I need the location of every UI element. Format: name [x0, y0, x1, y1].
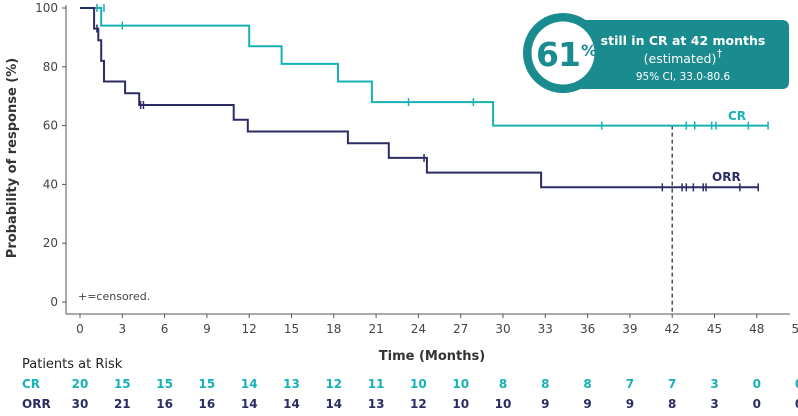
- risk-value-cr: 3: [710, 377, 718, 391]
- risk-value-cr: 7: [626, 377, 634, 391]
- callout: 61 % still in CR at 42 months (estimated…: [523, 13, 789, 93]
- x-tick-label: 9: [203, 322, 211, 336]
- series-layer: [80, 4, 769, 192]
- risk-value-orr: 3: [710, 397, 718, 411]
- callout-value: 61: [536, 35, 580, 74]
- risk-value-cr: 20: [72, 377, 89, 391]
- risk-value-cr: 8: [541, 377, 549, 391]
- risk-value-orr: 10: [452, 397, 469, 411]
- risk-value-orr: 9: [626, 397, 634, 411]
- y-ticks: 0 20 40 60 80 100: [35, 1, 66, 309]
- risk-value-cr: 11: [368, 377, 385, 391]
- x-tick-label: 6: [161, 322, 169, 336]
- risk-value-cr: 8: [583, 377, 591, 391]
- risk-value-cr: 12: [325, 377, 342, 391]
- risk-values: 2015151514131211101088877300302116161414…: [72, 377, 798, 411]
- risk-value-cr: 15: [156, 377, 173, 391]
- callout-percent: %: [581, 41, 597, 60]
- censored-note: +=censored.: [78, 290, 150, 303]
- risk-value-cr: 8: [499, 377, 507, 391]
- risk-value-cr: 10: [452, 377, 469, 391]
- y-tick-label: 100: [35, 1, 58, 15]
- risk-value-orr: 30: [72, 397, 89, 411]
- risk-value-cr: 0: [753, 377, 761, 391]
- x-tick-label: 3: [118, 322, 126, 336]
- risk-value-orr: 14: [241, 397, 258, 411]
- risk-value-orr: 21: [114, 397, 131, 411]
- x-tick-label: 51: [791, 322, 798, 336]
- callout-box: [560, 20, 789, 89]
- y-tick-label: 40: [43, 177, 58, 191]
- x-tick-label: 18: [326, 322, 341, 336]
- series-line-orr: [80, 7, 759, 189]
- risk-value-orr: 16: [199, 397, 216, 411]
- callout-dagger: †: [717, 48, 722, 60]
- callout-line-2: (estimated): [644, 51, 717, 66]
- risk-value-orr: 0: [795, 397, 798, 411]
- x-tick-label: 21: [368, 322, 383, 336]
- x-tick-label: 36: [580, 322, 595, 336]
- risk-value-orr: 14: [325, 397, 342, 411]
- x-tick-label: 42: [665, 322, 680, 336]
- risk-value-orr: 14: [283, 397, 300, 411]
- risk-value-cr: 15: [199, 377, 216, 391]
- x-tick-label: 30: [495, 322, 510, 336]
- risk-row-label-orr: ORR: [22, 397, 51, 411]
- risk-value-cr: 7: [668, 377, 676, 391]
- x-tick-label: 45: [707, 322, 722, 336]
- risk-value-cr: 0: [795, 377, 798, 391]
- callout-ci: 95% CI, 33.0-80.6: [636, 71, 731, 83]
- y-tick-label: 60: [43, 119, 58, 133]
- risk-table: Patients at Risk CR ORR 20 15 15 15 14 13 12 11…: [22, 357, 798, 411]
- y-tick-label: 0: [50, 295, 58, 309]
- x-tick-label: 12: [242, 322, 257, 336]
- x-tick-label: 33: [538, 322, 553, 336]
- risk-table-title: Patients at Risk: [22, 357, 123, 372]
- x-tick-label: 0: [76, 322, 84, 336]
- series-label-cr: CR: [728, 109, 746, 123]
- x-tick-label: 39: [622, 322, 637, 336]
- risk-value-orr: 0: [753, 397, 761, 411]
- risk-value-orr: 16: [156, 397, 173, 411]
- callout-ring-inner: [531, 21, 595, 85]
- series-label-orr: ORR: [712, 170, 741, 184]
- risk-value-cr: 10: [410, 377, 427, 391]
- risk-row-label-cr: CR: [22, 377, 40, 391]
- risk-value-orr: 9: [541, 397, 549, 411]
- x-ticks: 03691215182124273033363942454851: [76, 314, 798, 336]
- risk-value-orr: 10: [495, 397, 512, 411]
- risk-value-cr: 13: [283, 377, 300, 391]
- risk-value-cr: 15: [114, 377, 131, 391]
- risk-value-orr: 8: [668, 397, 676, 411]
- x-tick-label: 48: [749, 322, 764, 336]
- y-tick-label: 20: [43, 236, 58, 250]
- y-tick-label: 80: [43, 60, 58, 74]
- y-axis-title: Probability of response (%): [5, 58, 20, 258]
- x-tick-label: 24: [411, 322, 426, 336]
- x-axis-title: Time (Months): [379, 349, 485, 364]
- risk-value-cr: 14: [241, 377, 258, 391]
- axes: [65, 5, 790, 315]
- risk-value-orr: 9: [583, 397, 591, 411]
- risk-value-orr: 12: [410, 397, 427, 411]
- risk-value-orr: 13: [368, 397, 385, 411]
- callout-line-1: still in CR at 42 months: [601, 33, 766, 48]
- x-tick-label: 27: [453, 322, 468, 336]
- x-tick-label: 15: [284, 322, 299, 336]
